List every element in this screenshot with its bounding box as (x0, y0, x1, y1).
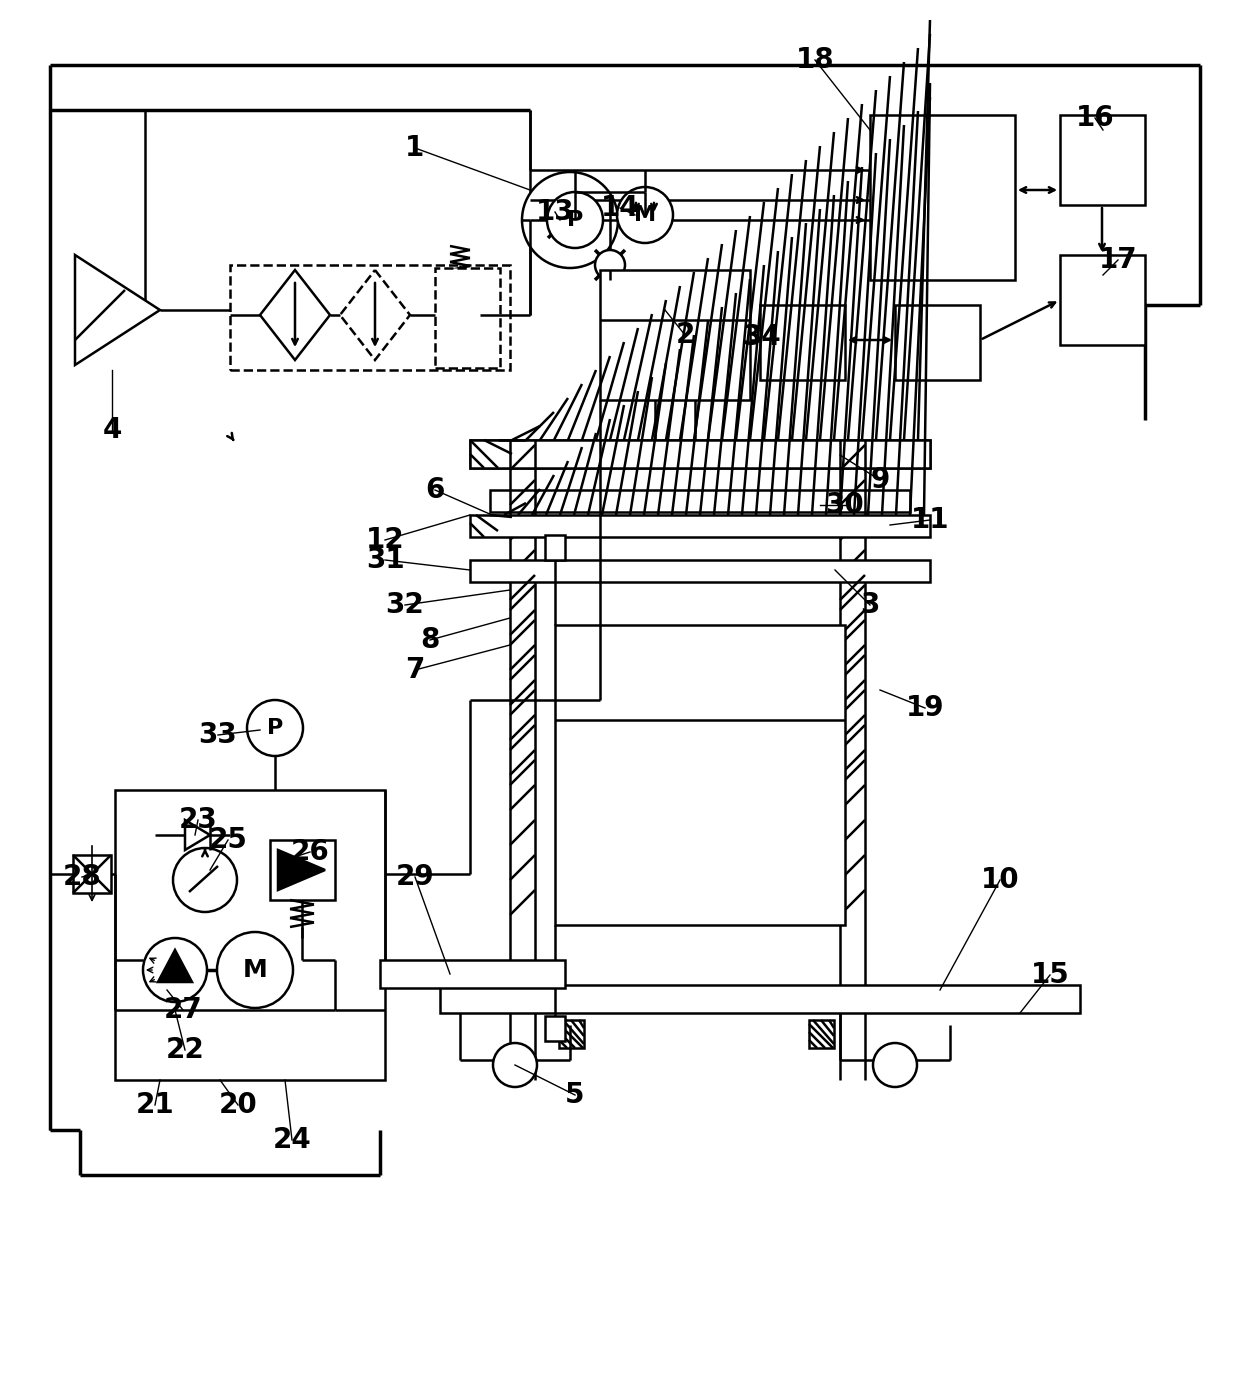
Text: 4: 4 (103, 415, 122, 445)
Bar (440, 284, 480, 325)
Bar (546, 1016, 565, 1041)
Polygon shape (74, 255, 160, 365)
Text: 33: 33 (198, 721, 237, 749)
Text: 14: 14 (600, 194, 640, 222)
Text: 22: 22 (166, 1036, 205, 1064)
Circle shape (217, 933, 293, 1008)
Bar (73, 855, 112, 894)
Polygon shape (185, 820, 210, 850)
Bar (470, 441, 930, 468)
Circle shape (174, 848, 237, 912)
Text: P: P (267, 718, 283, 737)
Text: 18: 18 (796, 46, 835, 74)
Text: 17: 17 (1099, 245, 1137, 275)
Text: 20: 20 (218, 1092, 258, 1119)
Bar (379, 960, 565, 988)
Text: 29: 29 (396, 863, 434, 891)
Text: 31: 31 (366, 546, 404, 574)
Bar (808, 1020, 835, 1048)
Text: 9: 9 (870, 466, 889, 493)
Bar (546, 535, 565, 560)
Bar (760, 305, 844, 381)
Bar (600, 270, 750, 400)
Text: M: M (243, 958, 268, 981)
Bar (490, 491, 910, 512)
Circle shape (547, 192, 603, 248)
Polygon shape (157, 949, 192, 981)
Circle shape (595, 250, 625, 280)
Bar (470, 441, 930, 468)
Text: 19: 19 (905, 694, 944, 722)
Circle shape (494, 1043, 537, 1087)
Text: 16: 16 (1075, 105, 1115, 132)
Text: 21: 21 (135, 1092, 175, 1119)
Bar (1060, 114, 1145, 205)
Text: 15: 15 (1030, 960, 1069, 988)
Text: 30: 30 (826, 491, 864, 519)
Text: 11: 11 (910, 506, 950, 534)
Text: 27: 27 (164, 995, 202, 1025)
Bar (229, 265, 510, 369)
Bar (115, 790, 384, 1080)
Text: 5: 5 (565, 1080, 585, 1110)
Bar (470, 560, 930, 583)
Text: 12: 12 (366, 526, 404, 553)
Bar (270, 841, 335, 901)
Circle shape (522, 171, 618, 268)
Text: P: P (567, 210, 583, 230)
Polygon shape (260, 270, 330, 360)
Text: 8: 8 (420, 626, 440, 654)
Text: 25: 25 (208, 827, 248, 855)
Bar (559, 1020, 584, 1048)
Bar (870, 114, 1016, 280)
Text: 13: 13 (536, 198, 574, 226)
Text: 3: 3 (861, 591, 879, 619)
Bar (895, 305, 980, 381)
Bar (440, 986, 1080, 1013)
Bar (556, 625, 844, 926)
Bar (1060, 255, 1145, 344)
Text: 24: 24 (273, 1126, 311, 1154)
Text: 6: 6 (425, 475, 445, 505)
Circle shape (247, 700, 303, 756)
Text: 23: 23 (179, 806, 217, 834)
Text: 2: 2 (676, 321, 694, 348)
Text: 10: 10 (981, 866, 1019, 894)
Text: 28: 28 (63, 863, 102, 891)
Circle shape (618, 187, 673, 243)
Bar (453, 296, 467, 309)
Polygon shape (278, 850, 325, 889)
Text: 26: 26 (290, 838, 330, 866)
Text: 34: 34 (743, 323, 781, 351)
Bar (470, 514, 930, 537)
Text: M: M (634, 205, 656, 224)
Bar (435, 268, 500, 368)
Text: 1: 1 (405, 134, 424, 162)
Circle shape (143, 938, 207, 1002)
Circle shape (873, 1043, 918, 1087)
Text: 32: 32 (386, 591, 424, 619)
Polygon shape (340, 270, 410, 360)
Text: 7: 7 (405, 657, 424, 684)
